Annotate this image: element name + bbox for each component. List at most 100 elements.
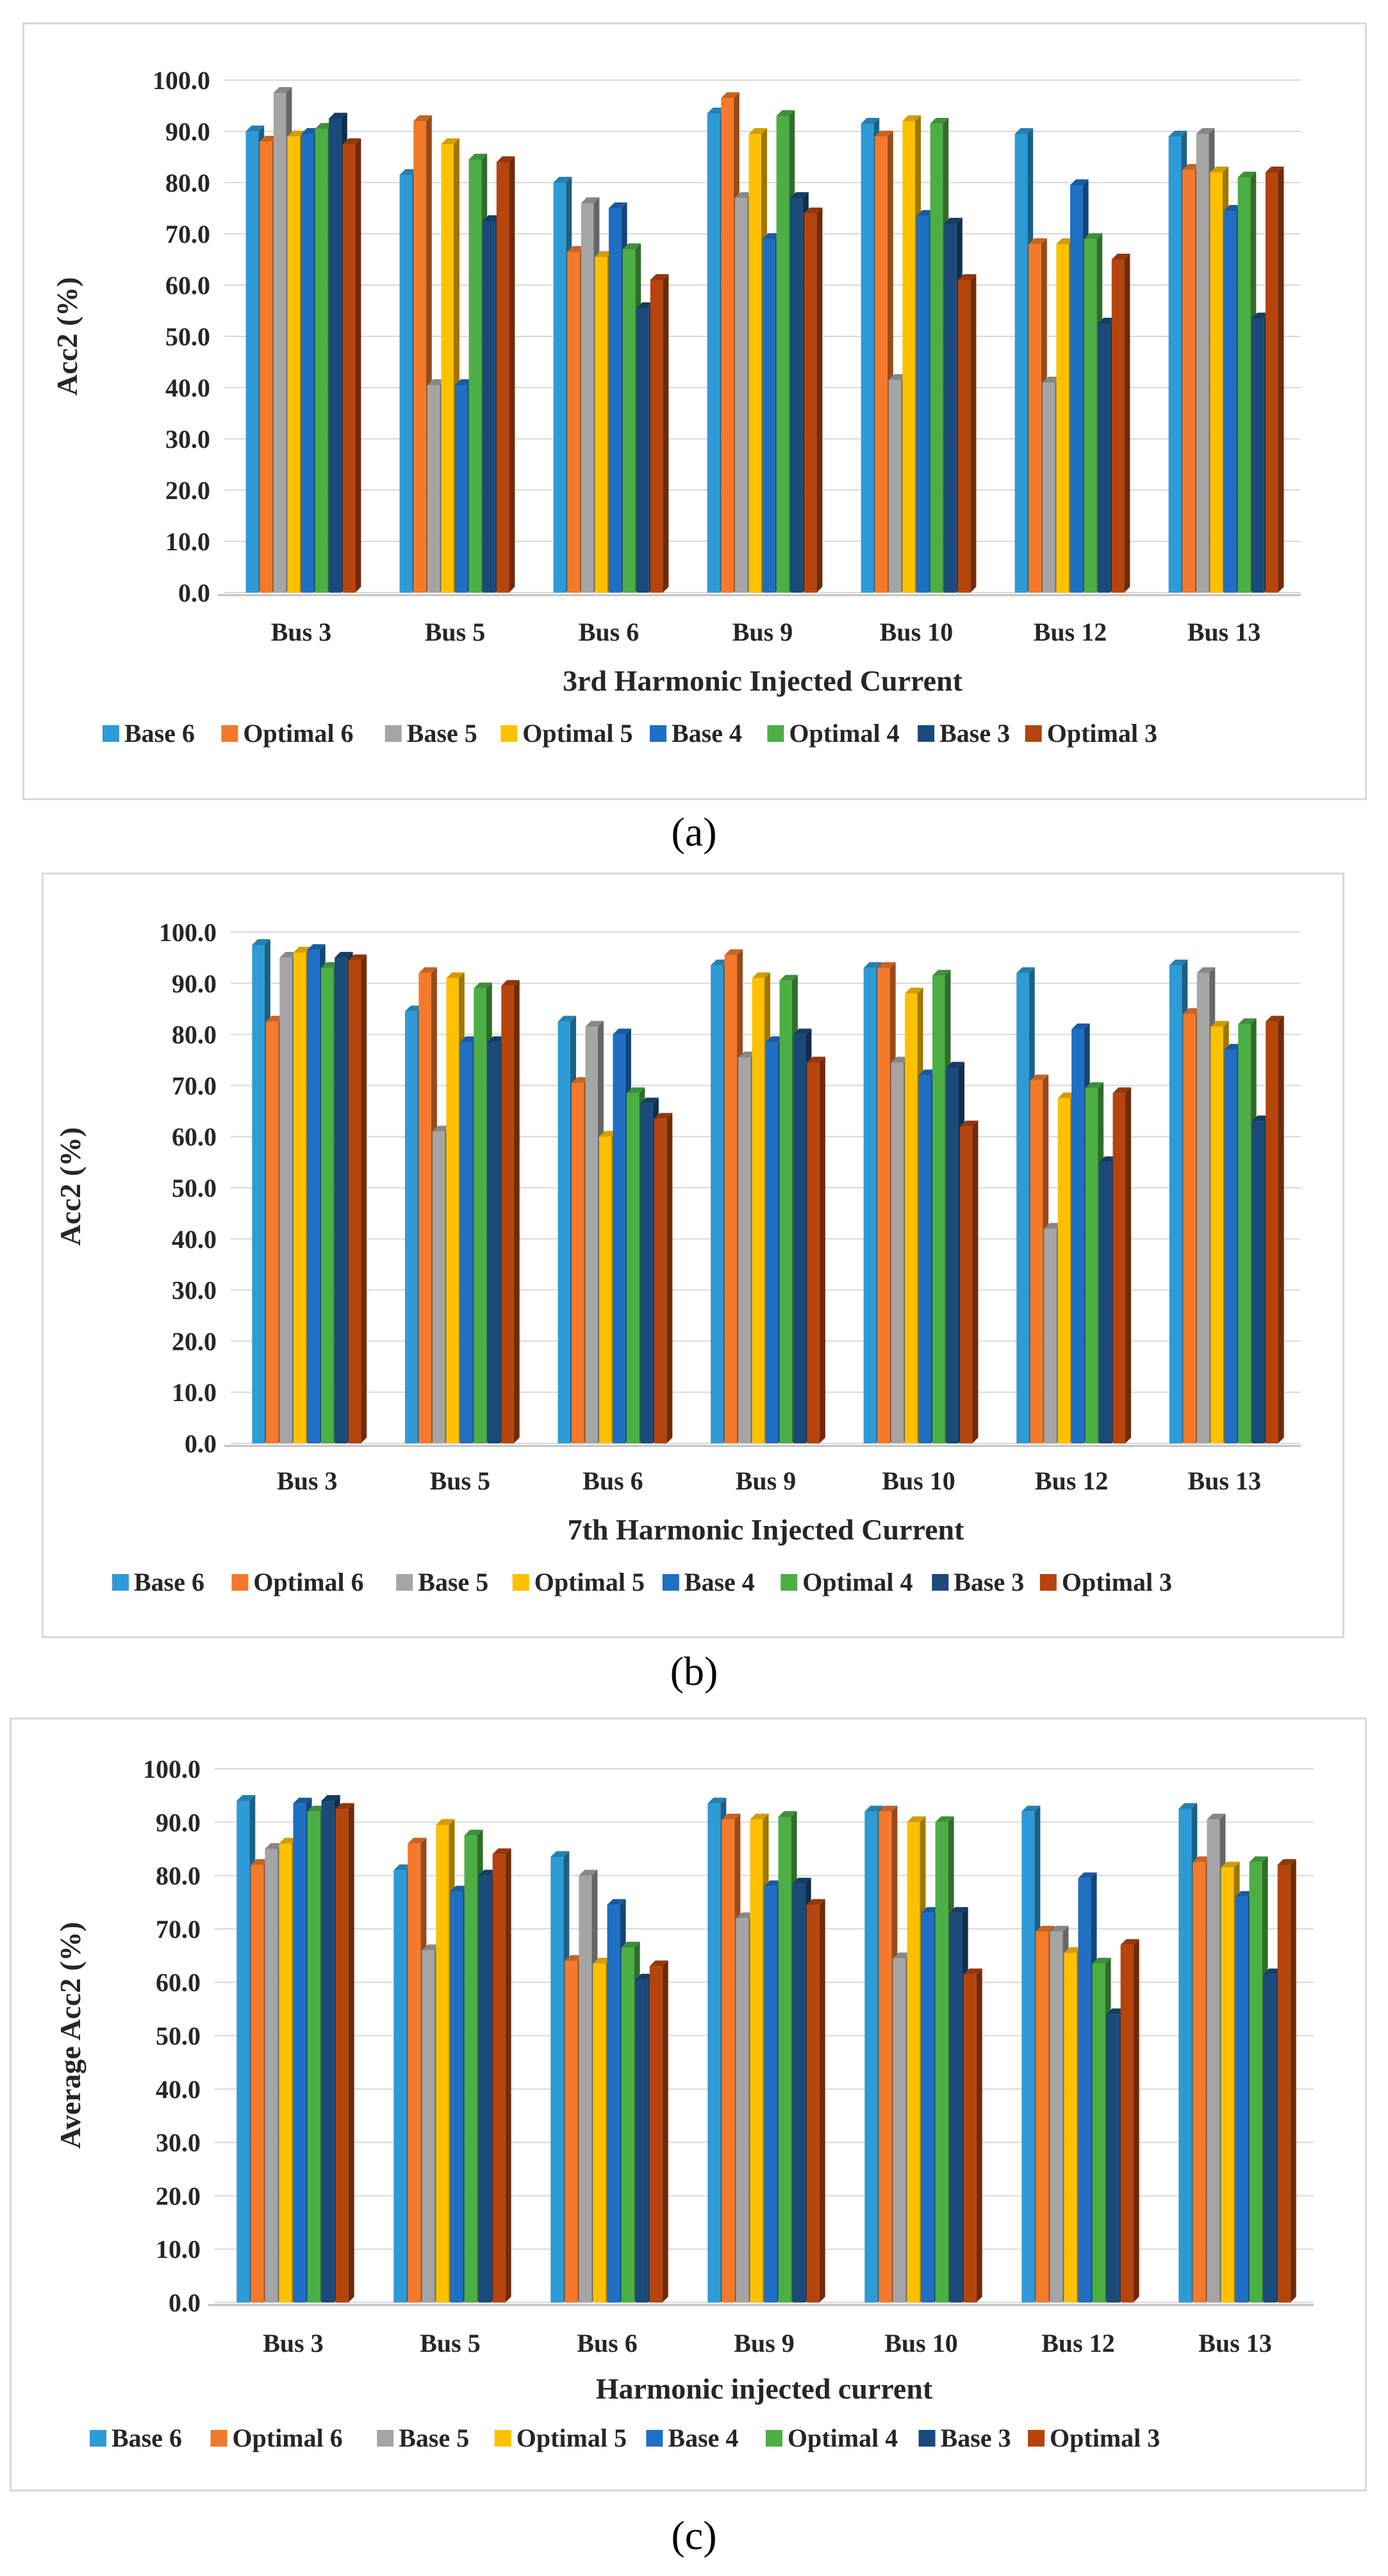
bar-base-6 (863, 967, 877, 1443)
y-tick-label: 50.0 (156, 2022, 201, 2051)
bar-top (279, 951, 298, 958)
bar-top (279, 1837, 298, 1844)
y-tick-label: 90.0 (172, 969, 217, 998)
bar-top (1224, 205, 1243, 211)
bar-side (505, 1848, 511, 2302)
bar-top (1183, 1008, 1202, 1014)
bar-base-5 (1044, 1228, 1057, 1443)
bar-top (626, 1087, 645, 1094)
x-tick-label: Bus 6 (582, 1466, 643, 1495)
bar-base-5 (1050, 1932, 1063, 2302)
bar-top (496, 156, 515, 162)
bar-optimal-3 (806, 1905, 820, 2302)
bar-top (585, 1021, 604, 1027)
bar-top (413, 115, 432, 121)
bar-side (663, 274, 669, 593)
bar-top (806, 1899, 825, 1905)
bar-base-4 (1071, 1029, 1084, 1443)
bar-optimal-6 (1036, 1932, 1049, 2302)
bar-optimal-3 (650, 280, 663, 593)
bar-top (1112, 1087, 1132, 1094)
bar-top (581, 197, 600, 203)
legend-label: Base 6 (134, 1568, 204, 1596)
bar-top (776, 110, 795, 116)
bar-top (766, 1036, 784, 1042)
bar-optimal-5 (752, 978, 764, 1443)
bar-top (483, 215, 501, 221)
bar-top (572, 1077, 590, 1083)
bar-top (607, 1899, 626, 1905)
bar-base-6 (393, 1870, 407, 2302)
bar-optimal-4 (1249, 1862, 1262, 2302)
bar-base-5 (585, 1026, 598, 1443)
bar-optimal-5 (595, 257, 607, 593)
bar-top (918, 1069, 938, 1076)
bar-top (599, 1131, 618, 1137)
bar-top (492, 1848, 511, 1855)
bar-top (1182, 164, 1201, 170)
x-tick-label: Bus 10 (884, 2329, 958, 2358)
bar-optimal-3 (1120, 1944, 1134, 2302)
bar-base-6 (1021, 1811, 1035, 2302)
bar-side (355, 138, 361, 593)
bar-side (1278, 1015, 1284, 1443)
bar-optimal-6 (413, 121, 426, 593)
chart-panel-a: 0.0 10.0 20.0 30.0 40.0 50.0 60.0 70.0 80.0 90.0 1… (0, 0, 1388, 858)
bar-side (816, 208, 823, 593)
bar-top (553, 177, 572, 183)
bar-top (335, 1803, 354, 1809)
bar-side (972, 1120, 979, 1443)
bar-base-5 (891, 1062, 904, 1443)
bar-top (1196, 128, 1215, 134)
bar-base-6 (252, 944, 265, 1443)
bar-top (348, 954, 367, 960)
chart-panel-c: 0.0 10.0 20.0 30.0 40.0 50.0 60.0 70.0 80.0 90.0 1… (0, 1718, 1388, 2576)
bar-top (875, 131, 893, 136)
bar-top (558, 1015, 577, 1022)
bar-side (819, 1899, 825, 2302)
bar-top (427, 379, 446, 385)
bar-base-5 (1196, 134, 1209, 593)
legend-swatch (494, 2430, 511, 2447)
bar-top (1056, 238, 1075, 244)
bar-base-3 (321, 1800, 335, 2302)
bar-base-4 (301, 134, 314, 593)
bar-top (1224, 1044, 1243, 1050)
bar-top (736, 1912, 755, 1919)
bar-top (265, 1842, 284, 1849)
bar-top (579, 1869, 598, 1876)
bar-side (819, 1056, 825, 1443)
bar-optimal-6 (1182, 170, 1195, 593)
bar-optimal-3 (1111, 259, 1125, 593)
bar-top (707, 1798, 727, 1804)
legend-label: Base 3 (939, 719, 1010, 748)
bar-side (1124, 254, 1130, 593)
bar-top (724, 949, 743, 955)
bar-side (348, 1803, 354, 2302)
x-tick-label: Bus 10 (880, 618, 954, 646)
y-tick-label: 40.0 (165, 373, 210, 402)
y-tick-label: 80.0 (172, 1021, 217, 1049)
bar-top (342, 138, 361, 144)
bar-top (957, 274, 977, 280)
bar-top (245, 126, 265, 131)
bar-top (1030, 1074, 1049, 1081)
bar-optimal-6 (1029, 244, 1041, 593)
bar-top (1044, 1222, 1062, 1229)
bar-optimal-3 (342, 144, 356, 593)
legend-label: Base 4 (684, 1568, 755, 1596)
bar-top (1178, 1803, 1198, 1809)
bar-top (711, 959, 729, 965)
bar-chart: 0.0 10.0 20.0 30.0 40.0 50.0 60.0 70.0 80.0 90.0 1… (54, 918, 1301, 1596)
bar-optimal-3 (807, 1062, 820, 1443)
x-tick-label: Bus 5 (430, 1466, 491, 1495)
bar-optimal-4 (1238, 1024, 1251, 1443)
y-tick-label: 80.0 (165, 168, 210, 197)
bar-top (432, 1126, 451, 1132)
bar-optimal-3 (1277, 1864, 1291, 2302)
legend-swatch (500, 725, 518, 742)
x-tick-label: Bus 5 (425, 618, 486, 646)
chart-frame (10, 1718, 1367, 2491)
bar-top (252, 939, 270, 945)
bar-base-3 (636, 308, 649, 593)
